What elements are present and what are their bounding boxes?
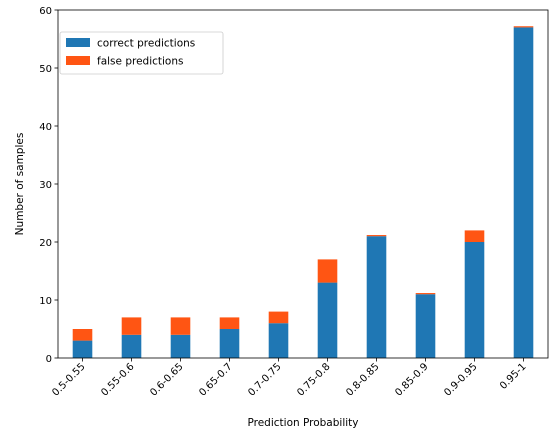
- bar-false-0.6-0.65: [170, 317, 191, 335]
- bar-correct-0.5-0.55: [72, 340, 93, 358]
- y-axis: 0 10 20 30 40 50 60: [39, 6, 58, 365]
- y-tick-label: 30: [39, 180, 52, 191]
- bars-layer: [72, 26, 534, 359]
- bar-false-0.75-0.8: [317, 259, 338, 283]
- bar-false-0.8-0.85: [366, 235, 387, 237]
- y-tick-label: 20: [39, 238, 52, 249]
- bar-correct-0.75-0.8: [317, 282, 338, 358]
- y-tick-label: 40: [39, 122, 52, 133]
- bar-correct-0.65-0.7: [219, 329, 240, 358]
- bar-false-0.7-0.75: [268, 311, 289, 324]
- bar-false-0.55-0.6: [121, 317, 142, 335]
- legend-box: [59, 31, 224, 75]
- bar-false-0.5-0.55: [72, 329, 93, 341]
- bar-false-0.85-0.9: [415, 293, 436, 295]
- bar-false-0.9-0.95: [464, 230, 485, 242]
- legend-label-false: false predictions: [97, 56, 183, 68]
- bar-correct-0.95-1: [513, 27, 534, 359]
- bar-correct-0.85-0.9: [415, 294, 436, 358]
- bar-correct-0.8-0.85: [366, 236, 387, 358]
- y-tick-label: 0: [46, 354, 52, 365]
- legend-swatch-false: [66, 56, 90, 65]
- bar-false-0.95-1: [513, 26, 534, 28]
- plot-frame: [57, 9, 549, 359]
- bar-correct-0.9-0.95: [464, 242, 485, 358]
- legend: correct predictions false predictions: [59, 31, 224, 75]
- legend-label-correct: correct predictions: [97, 38, 195, 50]
- bar-correct-0.6-0.65: [170, 334, 191, 358]
- bar-false-0.65-0.7: [219, 317, 240, 329]
- x-axis-label: Prediction Probability: [247, 417, 358, 429]
- y-tick-label: 10: [39, 296, 52, 307]
- y-axis-label: Number of samples: [14, 133, 26, 236]
- y-tick-label: 50: [39, 64, 52, 75]
- bar-correct-0.7-0.75: [268, 323, 289, 358]
- bar-correct-0.55-0.6: [121, 334, 142, 358]
- legend-swatch-correct: [66, 38, 90, 47]
- y-tick-label: 60: [39, 6, 52, 17]
